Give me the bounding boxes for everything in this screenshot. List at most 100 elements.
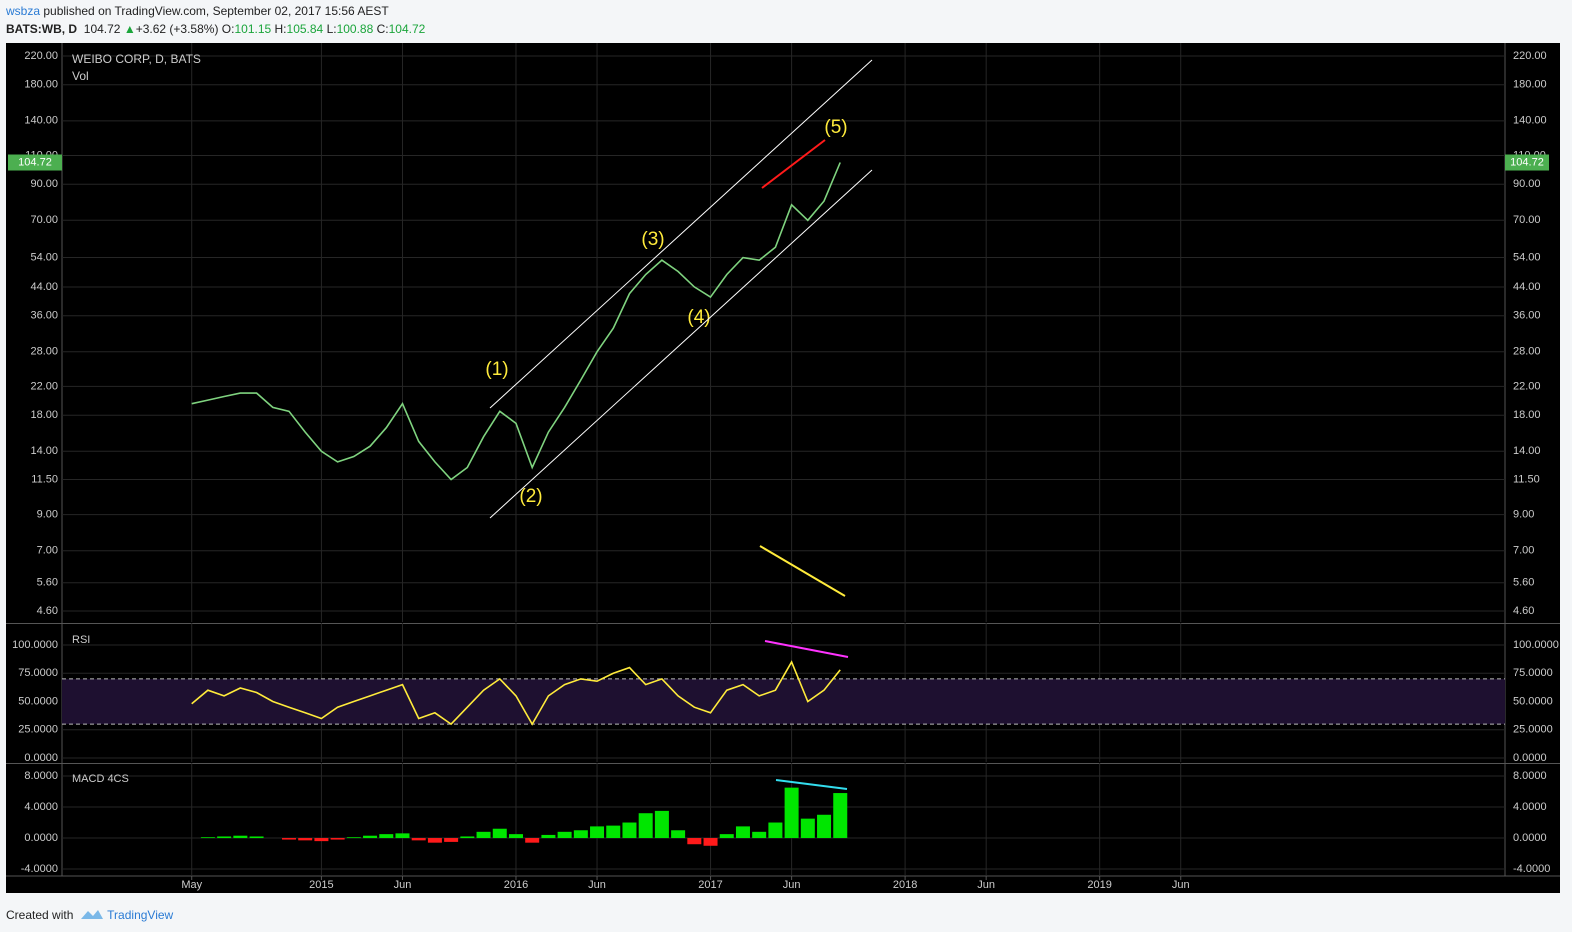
- y-tick-label: 75.0000: [1513, 667, 1553, 679]
- footer-text: Created with: [6, 908, 74, 922]
- y-tick-label: 44.00: [1513, 281, 1541, 293]
- y-tick-label: 44.00: [30, 281, 58, 293]
- y-tick-label: 7.00: [37, 545, 58, 557]
- histogram-bar: [833, 793, 848, 839]
- histogram-bar: [557, 831, 572, 839]
- histogram-bar: [671, 830, 686, 839]
- histogram-bar: [541, 834, 556, 839]
- y-tick-label: 70.00: [30, 214, 58, 226]
- macd-title: MACD 4CS: [72, 773, 129, 785]
- ohlc-value: 101.15: [234, 22, 272, 36]
- price-tag-label: 104.72: [1510, 156, 1544, 168]
- histogram-bar: [411, 838, 426, 841]
- rsi-divergence[interactable]: [764, 640, 849, 658]
- histogram-bar: [379, 834, 394, 839]
- y-tick-label: 14.00: [1513, 445, 1541, 457]
- y-tick-label: 180.00: [24, 79, 58, 91]
- y-tick-label: 36.00: [30, 310, 58, 322]
- y-tick-label: 4.0000: [24, 801, 58, 813]
- symbol-title: WEIBO CORP, D, BATS: [72, 52, 201, 66]
- price-tag: [1505, 154, 1549, 171]
- y-tick-label: 22.00: [30, 380, 58, 392]
- quote-line: BATS:WB, D 104.72 ▲+3.62 (+3.58%) O:101.…: [6, 22, 425, 36]
- y-tick-label: 50.0000: [18, 695, 58, 707]
- histogram-bar: [768, 822, 783, 839]
- ohlc-label: O:: [221, 22, 235, 36]
- volume-label: Vol: [72, 69, 89, 83]
- y-tick-label: 4.60: [1513, 605, 1534, 617]
- y-tick-label: 180.00: [1513, 79, 1547, 91]
- histogram-bar: [281, 838, 296, 840]
- histogram-bar: [314, 838, 329, 842]
- x-tick-label: Jun: [394, 879, 412, 891]
- y-tick-label: 90.00: [30, 178, 58, 190]
- ohlc: O:101.15 H:105.84 L:100.88 C:104.72: [222, 22, 426, 36]
- y-tick-label: 0.0000: [1513, 752, 1547, 764]
- wave-label: (4): [687, 307, 710, 328]
- chart-background: [6, 43, 1560, 893]
- histogram-bar: [217, 836, 232, 839]
- histogram-bar: [784, 787, 799, 839]
- y-tick-label: 11.50: [31, 473, 58, 485]
- histogram-bar: [492, 828, 507, 839]
- histogram-bar: [460, 836, 475, 839]
- published: published on TradingView.com, September …: [43, 4, 389, 18]
- logo: [81, 910, 104, 919]
- y-tick-label: 9.00: [37, 509, 58, 521]
- y-tick-label: 0.0000: [24, 832, 58, 844]
- histogram-bar: [200, 837, 215, 839]
- y-tick-label: 4.0000: [1513, 801, 1547, 813]
- y-tick-label: 9.00: [1513, 509, 1534, 521]
- brand[interactable]: TradingView: [107, 908, 174, 922]
- ohlc-label: L:: [326, 22, 337, 36]
- price-tag: [8, 154, 62, 171]
- histogram-bar: [719, 834, 734, 839]
- histogram-bar: [800, 818, 815, 839]
- y-tick-label: 4.60: [37, 605, 58, 617]
- y-tick-label: 18.00: [1513, 409, 1541, 421]
- histogram-bar: [233, 835, 248, 839]
- x-tick-label: Jun: [977, 879, 995, 891]
- y-tick-label: 14.00: [30, 445, 58, 457]
- y-tick-label: 18.00: [30, 409, 58, 421]
- y-tick-label: 70.00: [1513, 214, 1541, 226]
- trend-line[interactable]: [761, 139, 826, 189]
- ohlc-label: C:: [376, 22, 389, 36]
- macd-divergence[interactable]: [775, 779, 848, 790]
- x-tick-label: Jun: [783, 879, 801, 891]
- histogram-bar: [476, 831, 491, 839]
- y-tick-label: 50.0000: [1513, 695, 1553, 707]
- histogram-bar: [590, 826, 605, 839]
- ohlc-label: H:: [274, 22, 287, 36]
- y-tick-label: 5.60: [1513, 577, 1534, 589]
- histogram-bar: [427, 838, 442, 843]
- y-tick-label: 90.00: [1513, 178, 1541, 190]
- y-tick-label: 7.00: [1513, 545, 1534, 557]
- x-tick-label: Jun: [1172, 879, 1190, 891]
- user[interactable]: wsbza: [6, 4, 41, 18]
- histogram-bar: [735, 826, 750, 839]
- volume-trend[interactable]: [759, 545, 846, 597]
- y-tick-label: 140.00: [24, 115, 58, 127]
- channel-upper[interactable]: [489, 59, 873, 409]
- ohlc-value: 105.84: [286, 22, 324, 36]
- y-tick-label: 140.00: [1513, 115, 1547, 127]
- price-line: [191, 162, 841, 481]
- histogram-bar: [752, 831, 767, 839]
- y-tick-label: 8.0000: [24, 770, 58, 782]
- y-tick-label: 22.00: [1513, 380, 1541, 392]
- channel-lower[interactable]: [489, 169, 873, 519]
- histogram-bar: [638, 813, 653, 839]
- ohlc-value: 100.88: [336, 22, 374, 36]
- y-tick-label: 28.00: [30, 346, 58, 358]
- y-tick-label: 11.50: [1513, 473, 1540, 485]
- wave-label: (2): [519, 486, 542, 507]
- histogram-bar: [330, 838, 345, 840]
- y-tick-label: 220.00: [24, 50, 58, 62]
- y-tick-label: 100.0000: [1513, 639, 1559, 651]
- y-tick-label: 0.0000: [1513, 832, 1547, 844]
- histogram-bar: [573, 830, 588, 839]
- price: 104.72: [83, 22, 121, 36]
- histogram-bar: [687, 838, 702, 845]
